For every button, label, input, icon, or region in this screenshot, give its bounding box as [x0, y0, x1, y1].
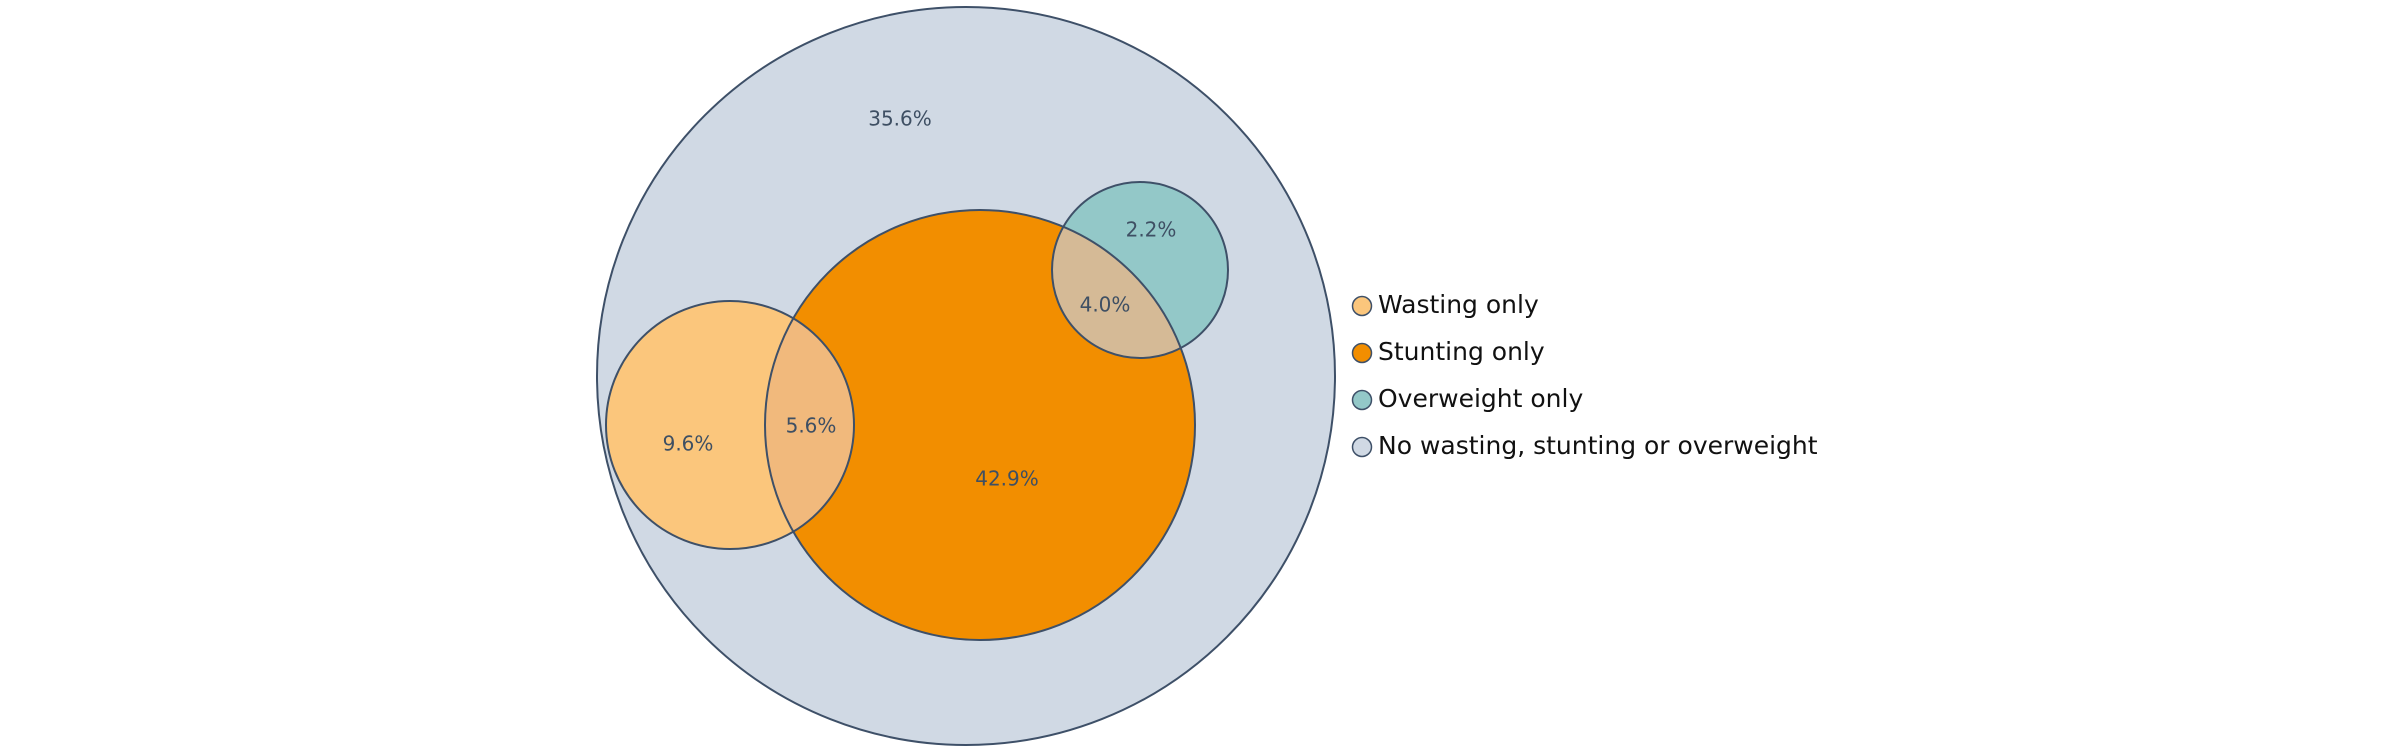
outline-none [596, 6, 1336, 746]
outline-overweight [1051, 181, 1229, 359]
label-stunting: 42.9% [975, 467, 1039, 491]
legend-label: Overweight only [1378, 384, 1583, 413]
label-overweight: 2.2% [1126, 218, 1177, 242]
legend-label: No wasting, stunting or overweight [1378, 431, 1818, 460]
legend-marker [1351, 436, 1373, 458]
legend-marker [1351, 389, 1373, 411]
legend-label: Stunting only [1378, 337, 1545, 366]
legend-marker [1351, 342, 1373, 364]
venn-circles [596, 6, 1336, 746]
label-none: 35.6% [868, 107, 932, 131]
legend-item-overweight: Overweight only [1351, 384, 1583, 413]
legend-item-none: No wasting, stunting or overweight [1351, 431, 1818, 460]
legend-marker [1351, 295, 1373, 317]
overlap-stunting-overweight [1052, 210, 1195, 358]
label-wasting: 9.6% [663, 432, 714, 456]
venn-region-labels: 35.6% 9.6% 5.6% 42.9% 2.2% 4.0% [663, 107, 1177, 491]
outline-wasting [605, 300, 855, 550]
legend-item-wasting: Wasting only [1351, 290, 1539, 319]
legend-label: Wasting only [1378, 290, 1539, 319]
label-stunting-overweight: 4.0% [1080, 293, 1131, 317]
outline-stunting [764, 209, 1196, 641]
legend-item-stunting: Stunting only [1351, 337, 1545, 366]
label-wasting-stunting: 5.6% [786, 414, 837, 438]
legend: Wasting only Stunting only Overweight only… [1351, 290, 1818, 460]
